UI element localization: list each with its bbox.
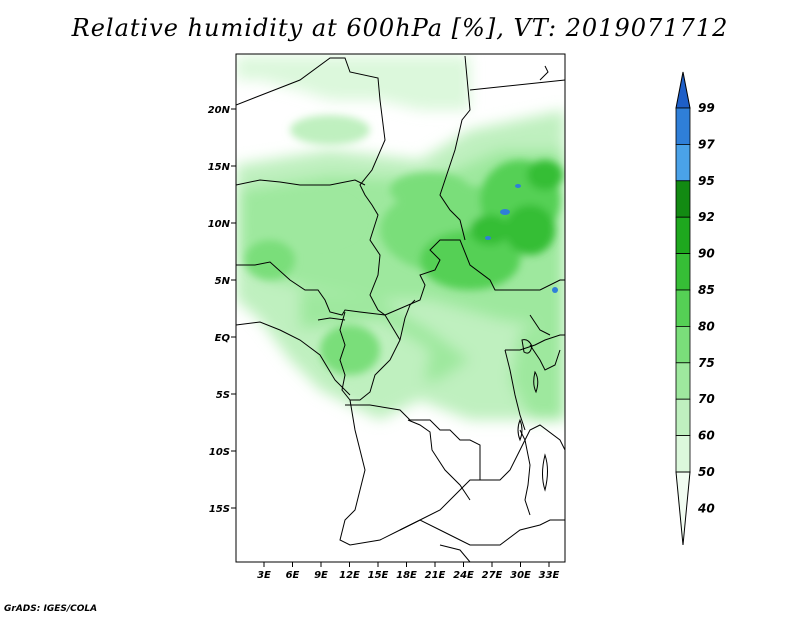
- colorbar-label: 92: [698, 210, 715, 224]
- colorbar-segment: [675, 107, 691, 145]
- colorbar-label: 90: [698, 247, 715, 261]
- colorbar-segment: [675, 216, 691, 254]
- lat-tick-label: 20N: [208, 105, 231, 116]
- colorbar-segment: [675, 362, 691, 400]
- colorbar-segment: [675, 289, 691, 327]
- colorbar-bottom-arrow: [675, 471, 691, 546]
- lon-tick-label: 21E: [425, 570, 446, 581]
- lon-tick-label: 30E: [510, 570, 531, 581]
- colorbar-label: 95: [698, 174, 715, 188]
- lat-tick-label: 15S: [209, 504, 230, 515]
- colorbar: 99 97 95 92 90 85 80 75 70 60 50 40: [675, 71, 715, 546]
- lon-tick-label: 12E: [339, 570, 360, 581]
- map-frame: [235, 53, 566, 563]
- lat-tick-label: 15N: [208, 162, 231, 173]
- colorbar-label: 75: [698, 356, 715, 370]
- latitude-axis: 20N 15N 10N 5N EQ 5S 10S 15S: [208, 105, 236, 515]
- colorbar-segment: [675, 253, 691, 291]
- colorbar-segment: [675, 325, 691, 364]
- lat-tick-label: 10N: [208, 219, 231, 230]
- colorbar-label: 99: [698, 101, 715, 115]
- grads-credit: GrADS: IGES/COLA: [4, 604, 98, 614]
- lakes: [517, 339, 548, 492]
- colorbar-segment: [675, 180, 691, 218]
- colorbar-label: 97: [698, 137, 715, 151]
- lat-tick-label: 5S: [216, 390, 230, 401]
- lat-tick-label: 5N: [215, 276, 231, 287]
- lon-tick-label: 33E: [539, 570, 560, 581]
- lon-tick-label: 3E: [257, 570, 271, 581]
- map-title: Relative humidity at 600hPa [%], VT: 201…: [71, 14, 729, 42]
- colorbar-label: 70: [698, 392, 715, 406]
- lon-tick-label: 24E: [453, 570, 474, 581]
- country-borders: [236, 55, 565, 562]
- colorbar-top-arrow: [675, 71, 691, 109]
- lat-tick-label: 10S: [209, 447, 230, 458]
- lon-tick-label: 9E: [314, 570, 328, 581]
- colorbar-label: 80: [698, 319, 715, 333]
- colorbar-label: 85: [698, 283, 715, 297]
- colorbar-label: 60: [698, 429, 715, 443]
- lon-tick-label: 27E: [482, 570, 503, 581]
- longitude-axis: 3E 6E 9E 12E 15E 18E 21E 24E 27E 30E 33E: [257, 562, 560, 581]
- colorbar-segment: [675, 435, 691, 473]
- colorbar-segment: [675, 143, 691, 182]
- colorbar-label: 50: [698, 465, 715, 479]
- lon-tick-label: 18E: [396, 570, 417, 581]
- lon-tick-label: 15E: [368, 570, 389, 581]
- colorbar-segment: [675, 398, 691, 437]
- lon-tick-label: 6E: [286, 570, 300, 581]
- lat-tick-label: EQ: [215, 333, 231, 344]
- colorbar-label: 40: [697, 501, 715, 515]
